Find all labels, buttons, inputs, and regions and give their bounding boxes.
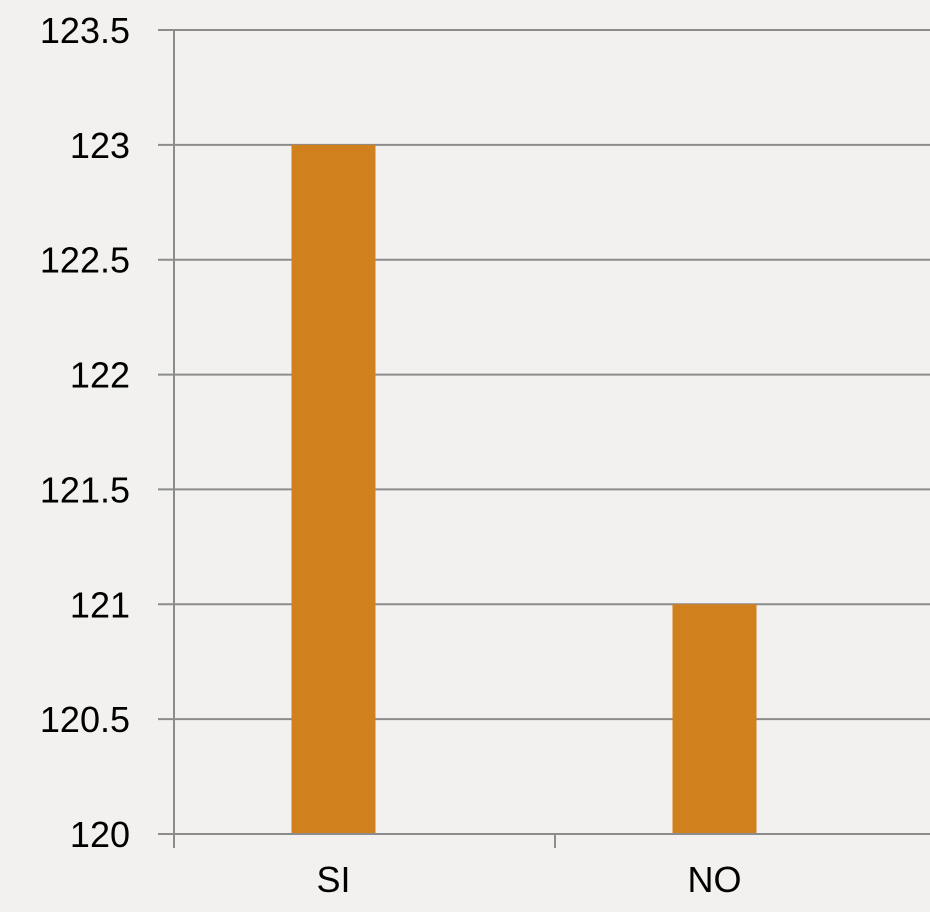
gridlines — [158, 29, 930, 721]
bar-no — [672, 604, 757, 834]
x-tick-label: NO — [688, 859, 742, 900]
y-tick-label: 123 — [70, 125, 130, 166]
y-tick-label: 120 — [70, 814, 130, 855]
y-tick-label: 123.5 — [40, 10, 130, 51]
y-tick-label: 122 — [70, 355, 130, 396]
y-tick-label: 121 — [70, 584, 130, 625]
tick-labels: 120 120.5 121 121.5 122 122.5 123 123.5 SI NO — [40, 10, 742, 900]
y-tick-label: 121.5 — [40, 469, 130, 510]
x-tick-label: SI — [316, 859, 350, 900]
bar-si — [291, 144, 376, 834]
y-tick-label: 120.5 — [40, 699, 130, 740]
axes — [158, 30, 930, 848]
bars — [291, 144, 757, 834]
y-tick-label: 122.5 — [40, 240, 130, 281]
